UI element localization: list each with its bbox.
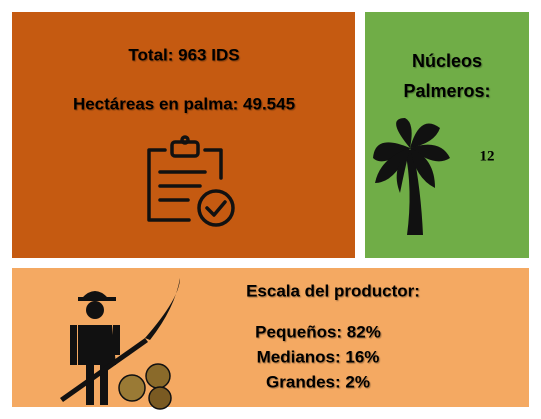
nucleos-panel xyxy=(365,12,529,258)
scale-item: Medianos: 16% xyxy=(257,347,380,366)
nucleos-title: Núcleos xyxy=(412,51,482,71)
scale-item: Pequeños: 82% xyxy=(255,322,381,341)
summary-panel xyxy=(12,12,355,258)
palm-fruit-icon xyxy=(118,363,172,410)
clipboard-icon xyxy=(147,135,235,227)
scale-item: Grandes: 2% xyxy=(266,372,370,391)
scale-title: Escala del productor: xyxy=(246,281,420,300)
total-text: Total: 963 IDS xyxy=(128,45,239,64)
nucleos-title: Palmeros: xyxy=(403,81,490,101)
palm-icon xyxy=(373,118,450,235)
farmer-icon xyxy=(60,278,180,405)
nucleos-count: 12 xyxy=(480,148,495,164)
hectares-text: Hectáreas en palma: 49.545 xyxy=(73,94,295,113)
